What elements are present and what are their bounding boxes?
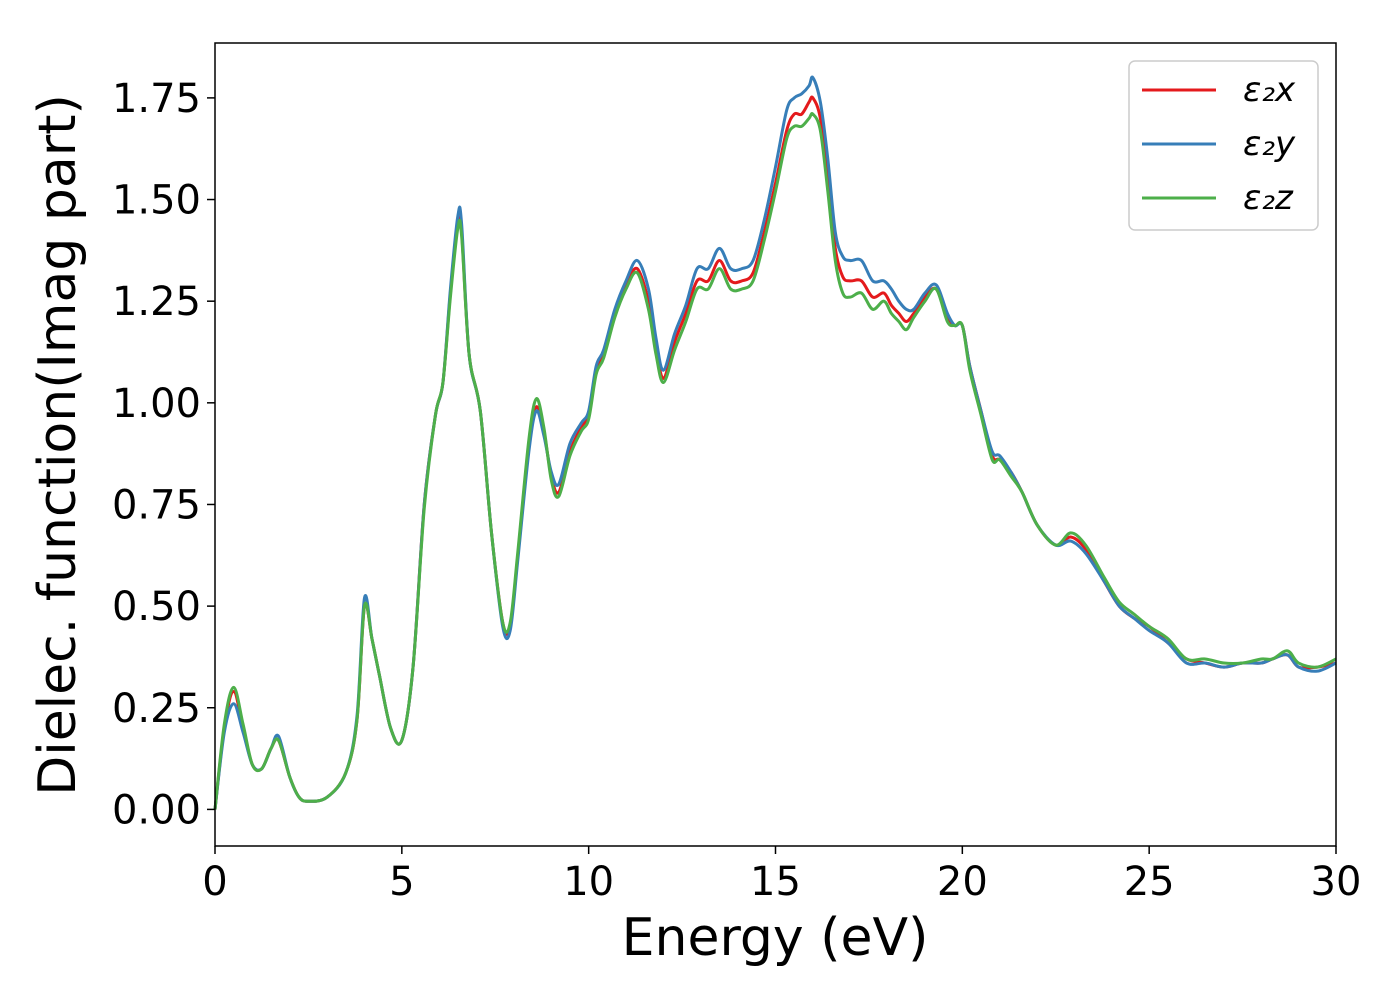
legend-label-1: ε₂x <box>1243 70 1296 110</box>
series-lines <box>213 75 1337 810</box>
series-line-3 <box>213 112 1337 810</box>
x-tick-label: 25 <box>1124 859 1175 905</box>
x-axis-title: Energy (eV) <box>622 908 929 968</box>
legend-box <box>1128 60 1319 231</box>
y-tick-label: 1.50 <box>112 178 201 224</box>
x-tick-label: 0 <box>202 859 227 905</box>
x-tick-label: 10 <box>563 859 614 905</box>
legend-label-3: ε₂z <box>1243 178 1294 218</box>
x-tick-label: 20 <box>937 859 988 905</box>
x-tick-label: 15 <box>750 859 801 905</box>
legend-label-2: ε₂y <box>1243 124 1296 164</box>
y-tick-label: 0.75 <box>112 482 201 528</box>
y-tick-label: 1.75 <box>112 76 201 122</box>
y-tick-label: 1.00 <box>112 381 201 427</box>
x-axis: 0 5 10 15 20 25 30 <box>202 846 1361 905</box>
y-axis: 0.00 0.25 0.50 0.75 1.00 1.25 1.50 1.75 <box>112 76 215 833</box>
y-tick-label: 0.25 <box>112 686 201 732</box>
x-tick-label: 30 <box>1311 859 1362 905</box>
y-tick-label: 0.50 <box>112 584 201 630</box>
y-tick-label: 1.25 <box>112 279 201 325</box>
legend: ε₂x ε₂y ε₂z <box>1128 60 1319 231</box>
y-tick-label: 0.00 <box>112 787 201 833</box>
y-axis-title: Dielec. function(Imag part) <box>28 94 88 796</box>
x-tick-label: 5 <box>389 859 414 905</box>
